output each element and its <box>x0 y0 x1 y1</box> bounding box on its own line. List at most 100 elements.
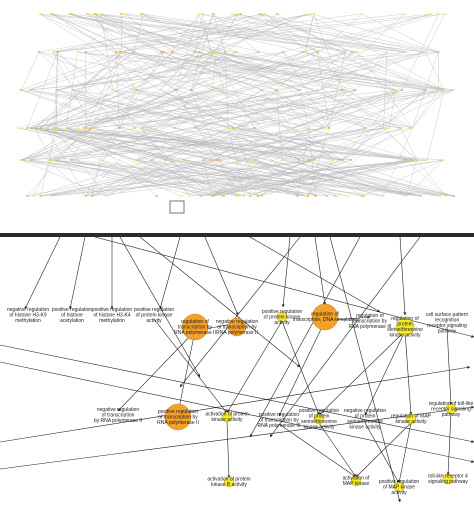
overview-edge <box>134 89 219 129</box>
overview-edge <box>176 51 306 91</box>
overview-edge <box>85 159 167 197</box>
detail-edges <box>0 237 474 503</box>
overview-edge <box>141 13 237 53</box>
node-label: RNA polymerase II <box>216 330 258 336</box>
network-overview[interactable] <box>0 0 474 233</box>
overview-node <box>29 159 33 161</box>
network-overview-panel[interactable] <box>0 0 474 233</box>
overview-edge <box>53 127 316 197</box>
overview-node <box>405 195 408 197</box>
overview-node <box>51 51 55 53</box>
overview-edge <box>292 127 334 161</box>
overview-edge <box>51 13 135 53</box>
network-node[interactable]: cell surface patternrecognitionreceptor … <box>426 312 468 335</box>
node-label: protein <box>397 322 413 328</box>
overview-edge <box>120 13 314 53</box>
node-label: positive regulation <box>158 409 199 415</box>
overview-edge <box>400 127 417 161</box>
overview-node <box>50 13 53 15</box>
network-edge <box>226 320 283 414</box>
node-label: cell surface pattern <box>426 312 468 318</box>
overview-node <box>39 127 43 129</box>
overview-edge <box>55 127 300 161</box>
node-label: signaling pathway <box>428 479 468 485</box>
overview-node <box>69 159 73 161</box>
overview-edge <box>28 51 212 129</box>
overview-node <box>27 89 30 91</box>
node-label: RNA polymerase III <box>257 423 300 429</box>
overview-edge <box>202 13 212 53</box>
overview-edge <box>112 89 390 129</box>
viewport-indicator[interactable] <box>169 200 185 214</box>
overview-edge <box>176 51 237 91</box>
node-label: positive regulation <box>52 307 93 313</box>
overview-edge <box>218 89 344 161</box>
network-edge <box>278 423 357 478</box>
overview-edge <box>211 159 334 197</box>
overview-edge <box>85 159 317 197</box>
overview-edge <box>304 127 401 197</box>
overview-edge <box>71 13 396 91</box>
overview-node <box>263 13 266 15</box>
overview-edge <box>95 13 426 91</box>
overview-edge <box>21 159 201 197</box>
overview-edge <box>260 13 356 91</box>
overview-edge <box>135 89 293 129</box>
overview-edge <box>305 51 396 91</box>
overview-edge <box>191 13 439 91</box>
overview-node <box>76 127 80 129</box>
network-detail-panel[interactable]: negative regulation of histone H3-K9 methy… <box>0 237 474 507</box>
overview-edge <box>77 51 320 91</box>
overview-edge <box>65 89 300 129</box>
overview-edge <box>72 89 217 161</box>
overview-edge <box>365 89 439 129</box>
node-label: pathway <box>438 329 457 335</box>
overview-node <box>236 13 239 15</box>
overview-edge <box>77 51 439 91</box>
overview-edge <box>21 127 79 161</box>
node-label: regulation of <box>356 313 384 319</box>
overview-edge <box>18 127 167 161</box>
overview-node <box>38 13 42 15</box>
overview-node <box>197 13 200 15</box>
overview-edge <box>135 89 263 161</box>
overview-node <box>452 195 456 197</box>
overview-node <box>162 51 165 53</box>
overview-node <box>118 127 121 129</box>
overview-edge <box>55 89 58 129</box>
overview-edge <box>121 13 345 53</box>
network-node[interactable]: regulation ofproteinserine/threoninekina… <box>387 316 423 339</box>
network-edge <box>446 326 453 406</box>
overview-node <box>46 159 50 161</box>
overview-node <box>430 13 433 15</box>
overview-node <box>341 159 345 161</box>
overview-edge <box>176 159 238 197</box>
overview-edge <box>57 51 200 91</box>
overview-node <box>217 89 220 91</box>
overview-edge <box>95 13 219 91</box>
overview-node <box>175 89 178 91</box>
overview-node <box>17 127 20 129</box>
